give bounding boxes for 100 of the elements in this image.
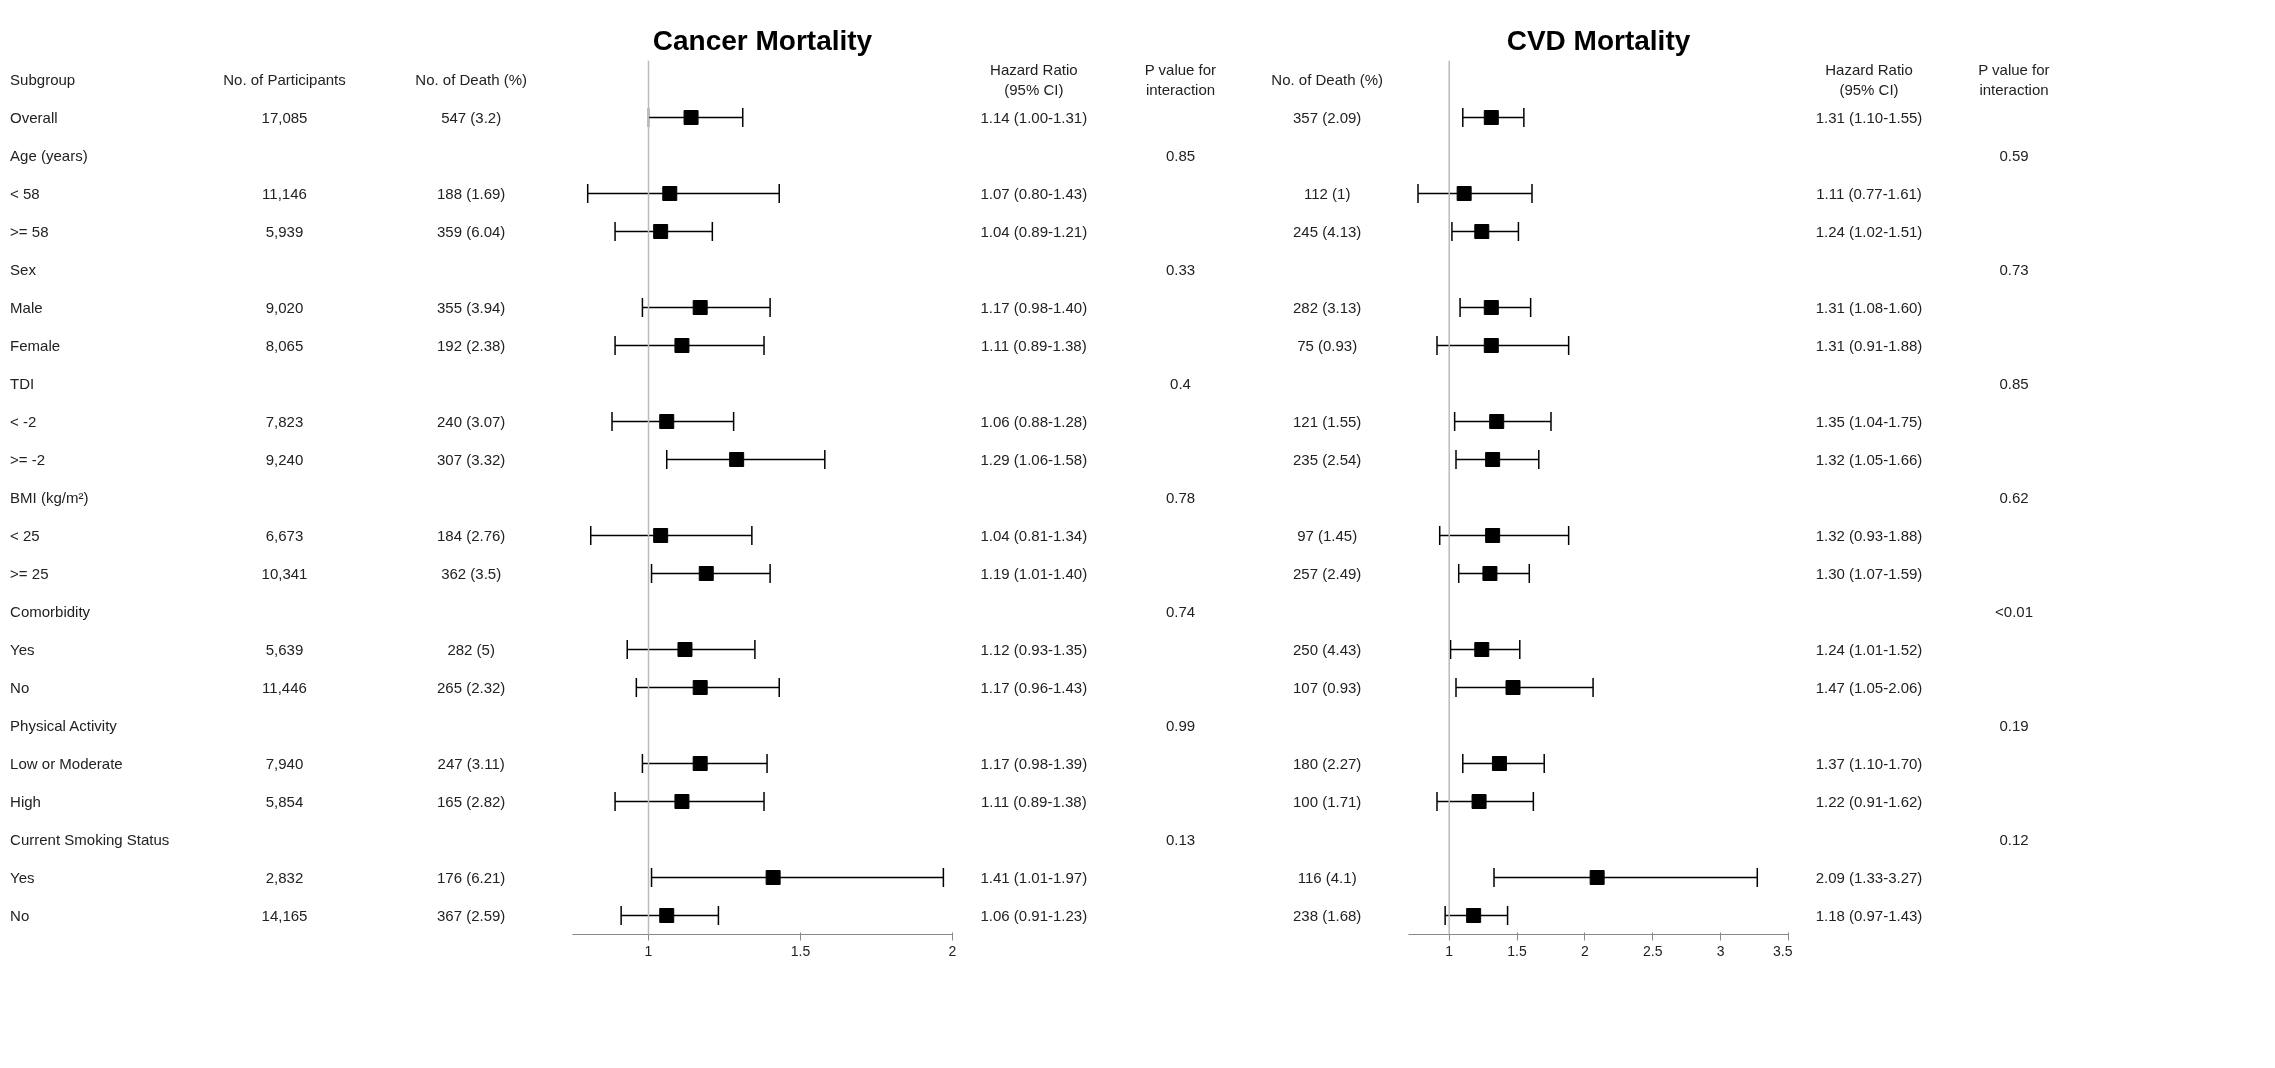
text: 1.14 (1.00-1.31) bbox=[980, 109, 1088, 126]
text: 1.24 (1.02-1.51) bbox=[1815, 223, 1923, 240]
category-label: Male bbox=[10, 299, 43, 316]
text: 0.4 bbox=[1170, 374, 1191, 392]
category-label: Age (years) bbox=[10, 147, 88, 164]
category-label: TDI bbox=[10, 375, 35, 392]
x-tick-label: 1 bbox=[1445, 942, 1454, 959]
x-tick-label: 2.5 bbox=[1643, 942, 1663, 959]
text: 1.12 (0.93-1.35) bbox=[980, 641, 1088, 658]
category-label: No. of Participants bbox=[223, 71, 346, 88]
text: 11,146 bbox=[262, 184, 307, 202]
text: 257 (2.49) bbox=[1292, 565, 1362, 582]
text: 357 (2.09) bbox=[1292, 109, 1362, 126]
category-label: No bbox=[10, 907, 30, 924]
text: 0.73 bbox=[1999, 260, 2029, 278]
text: 107 (0.93) bbox=[1292, 679, 1362, 696]
text: 547 (3.2) bbox=[441, 109, 502, 126]
category-label: >= -2 bbox=[10, 451, 46, 468]
category-label: Sex bbox=[10, 261, 36, 278]
point bbox=[659, 414, 675, 429]
text: 7,823 bbox=[265, 412, 304, 430]
text: 9,020 bbox=[265, 298, 304, 316]
text: 250 (4.43) bbox=[1292, 641, 1362, 658]
text: 367 (2.59) bbox=[436, 907, 506, 924]
text: 1.47 (1.05-2.06) bbox=[1815, 679, 1923, 696]
text: 1.11 (0.89-1.38) bbox=[981, 337, 1087, 354]
text: 121 (1.55) bbox=[1292, 413, 1362, 430]
point bbox=[1466, 908, 1482, 923]
text: 1.37 (1.10-1.70) bbox=[1815, 755, 1923, 772]
text: 1.24 (1.01-1.52) bbox=[1815, 641, 1923, 658]
text: 1.30 (1.07-1.59) bbox=[1815, 565, 1923, 582]
text: 7,940 bbox=[265, 754, 304, 772]
category-label: BMI (kg/m²) bbox=[10, 489, 89, 506]
text: 247 (3.11) bbox=[437, 755, 505, 772]
category-label: No bbox=[10, 679, 30, 696]
text: 1.41 (1.01-1.97) bbox=[980, 869, 1088, 886]
x-tick-label: 2 bbox=[1581, 942, 1590, 959]
text: 1.04 (0.81-1.34) bbox=[980, 527, 1088, 544]
text: 1.35 (1.04-1.75) bbox=[1815, 413, 1923, 430]
text: 1.18 (0.97-1.43) bbox=[1815, 907, 1923, 924]
text: Subgroup bbox=[10, 71, 76, 88]
point bbox=[1456, 186, 1472, 201]
text: 235 (2.54) bbox=[1292, 451, 1362, 468]
text: 240 (3.07) bbox=[436, 413, 506, 430]
category-label: P value for interaction bbox=[1144, 60, 1217, 99]
text: 176 (6.21) bbox=[436, 869, 506, 886]
point bbox=[1483, 300, 1499, 315]
text: 1.31 (1.08-1.60) bbox=[1815, 299, 1923, 316]
text: 11,446 bbox=[262, 678, 307, 696]
point bbox=[1489, 414, 1505, 429]
category-label: Yes bbox=[10, 869, 35, 886]
text: 112 (1) bbox=[1303, 185, 1351, 202]
text: 1.11 (0.77-1.61) bbox=[1816, 185, 1922, 202]
chart-title: CVD Mortality bbox=[1506, 24, 1691, 56]
category-label: Comorbidity bbox=[10, 603, 91, 620]
text: 5,939 bbox=[265, 222, 304, 240]
point bbox=[683, 110, 699, 125]
text: 1.11 (0.89-1.38) bbox=[981, 793, 1087, 810]
point bbox=[662, 186, 678, 201]
point bbox=[692, 680, 708, 695]
text: 1.32 (0.93-1.88) bbox=[1815, 527, 1923, 544]
text: 1.29 (1.06-1.58) bbox=[980, 451, 1088, 468]
text: 0.13 bbox=[1165, 830, 1196, 848]
text: 1.06 (0.91-1.23) bbox=[980, 907, 1088, 924]
text: 116 (4.1) bbox=[1297, 869, 1357, 886]
point bbox=[1474, 642, 1490, 657]
x-tick-label: 3.5 bbox=[1773, 942, 1793, 959]
category-label: Low or Moderate bbox=[10, 755, 123, 772]
point bbox=[692, 756, 708, 771]
text: 100 (1.71) bbox=[1292, 793, 1362, 810]
text: 0.85 bbox=[1999, 374, 2029, 392]
point bbox=[1471, 794, 1487, 809]
text: 5,854 bbox=[265, 792, 304, 810]
point bbox=[1485, 452, 1501, 467]
category-label: < 25 bbox=[10, 527, 40, 544]
text: 1.06 (0.88-1.28) bbox=[980, 413, 1088, 430]
category-label: P value for interaction bbox=[1978, 60, 2050, 99]
text: 0.19 bbox=[1999, 716, 2029, 734]
text: 0.78 bbox=[1165, 488, 1196, 506]
text: 1.17 (0.98-1.40) bbox=[980, 299, 1088, 316]
text: 1.31 (1.10-1.55) bbox=[1815, 109, 1923, 126]
point bbox=[1483, 110, 1499, 125]
text: 1.32 (1.05-1.66) bbox=[1815, 451, 1923, 468]
text: 1.17 (0.98-1.39) bbox=[980, 755, 1088, 772]
text: 192 (2.38) bbox=[436, 337, 506, 354]
chart-title: Cancer Mortality bbox=[652, 24, 873, 56]
text: <0.01 bbox=[1995, 603, 2033, 620]
text: 265 (2.32) bbox=[436, 679, 506, 696]
x-tick-label: 3 bbox=[1716, 942, 1725, 959]
text: 0.62 bbox=[1999, 488, 2029, 506]
text: 180 (2.27) bbox=[1292, 755, 1362, 772]
text: 362 (3.5) bbox=[441, 565, 502, 582]
text: 282 (3.13) bbox=[1292, 299, 1362, 316]
x-tick-label: 1 bbox=[644, 942, 653, 959]
point bbox=[729, 452, 745, 467]
text: 75 (0.93) bbox=[1297, 337, 1358, 354]
text: 238 (1.68) bbox=[1292, 907, 1362, 924]
point bbox=[1491, 756, 1507, 771]
text: 0.59 bbox=[1999, 146, 2029, 164]
text: 184 (2.76) bbox=[436, 527, 506, 544]
